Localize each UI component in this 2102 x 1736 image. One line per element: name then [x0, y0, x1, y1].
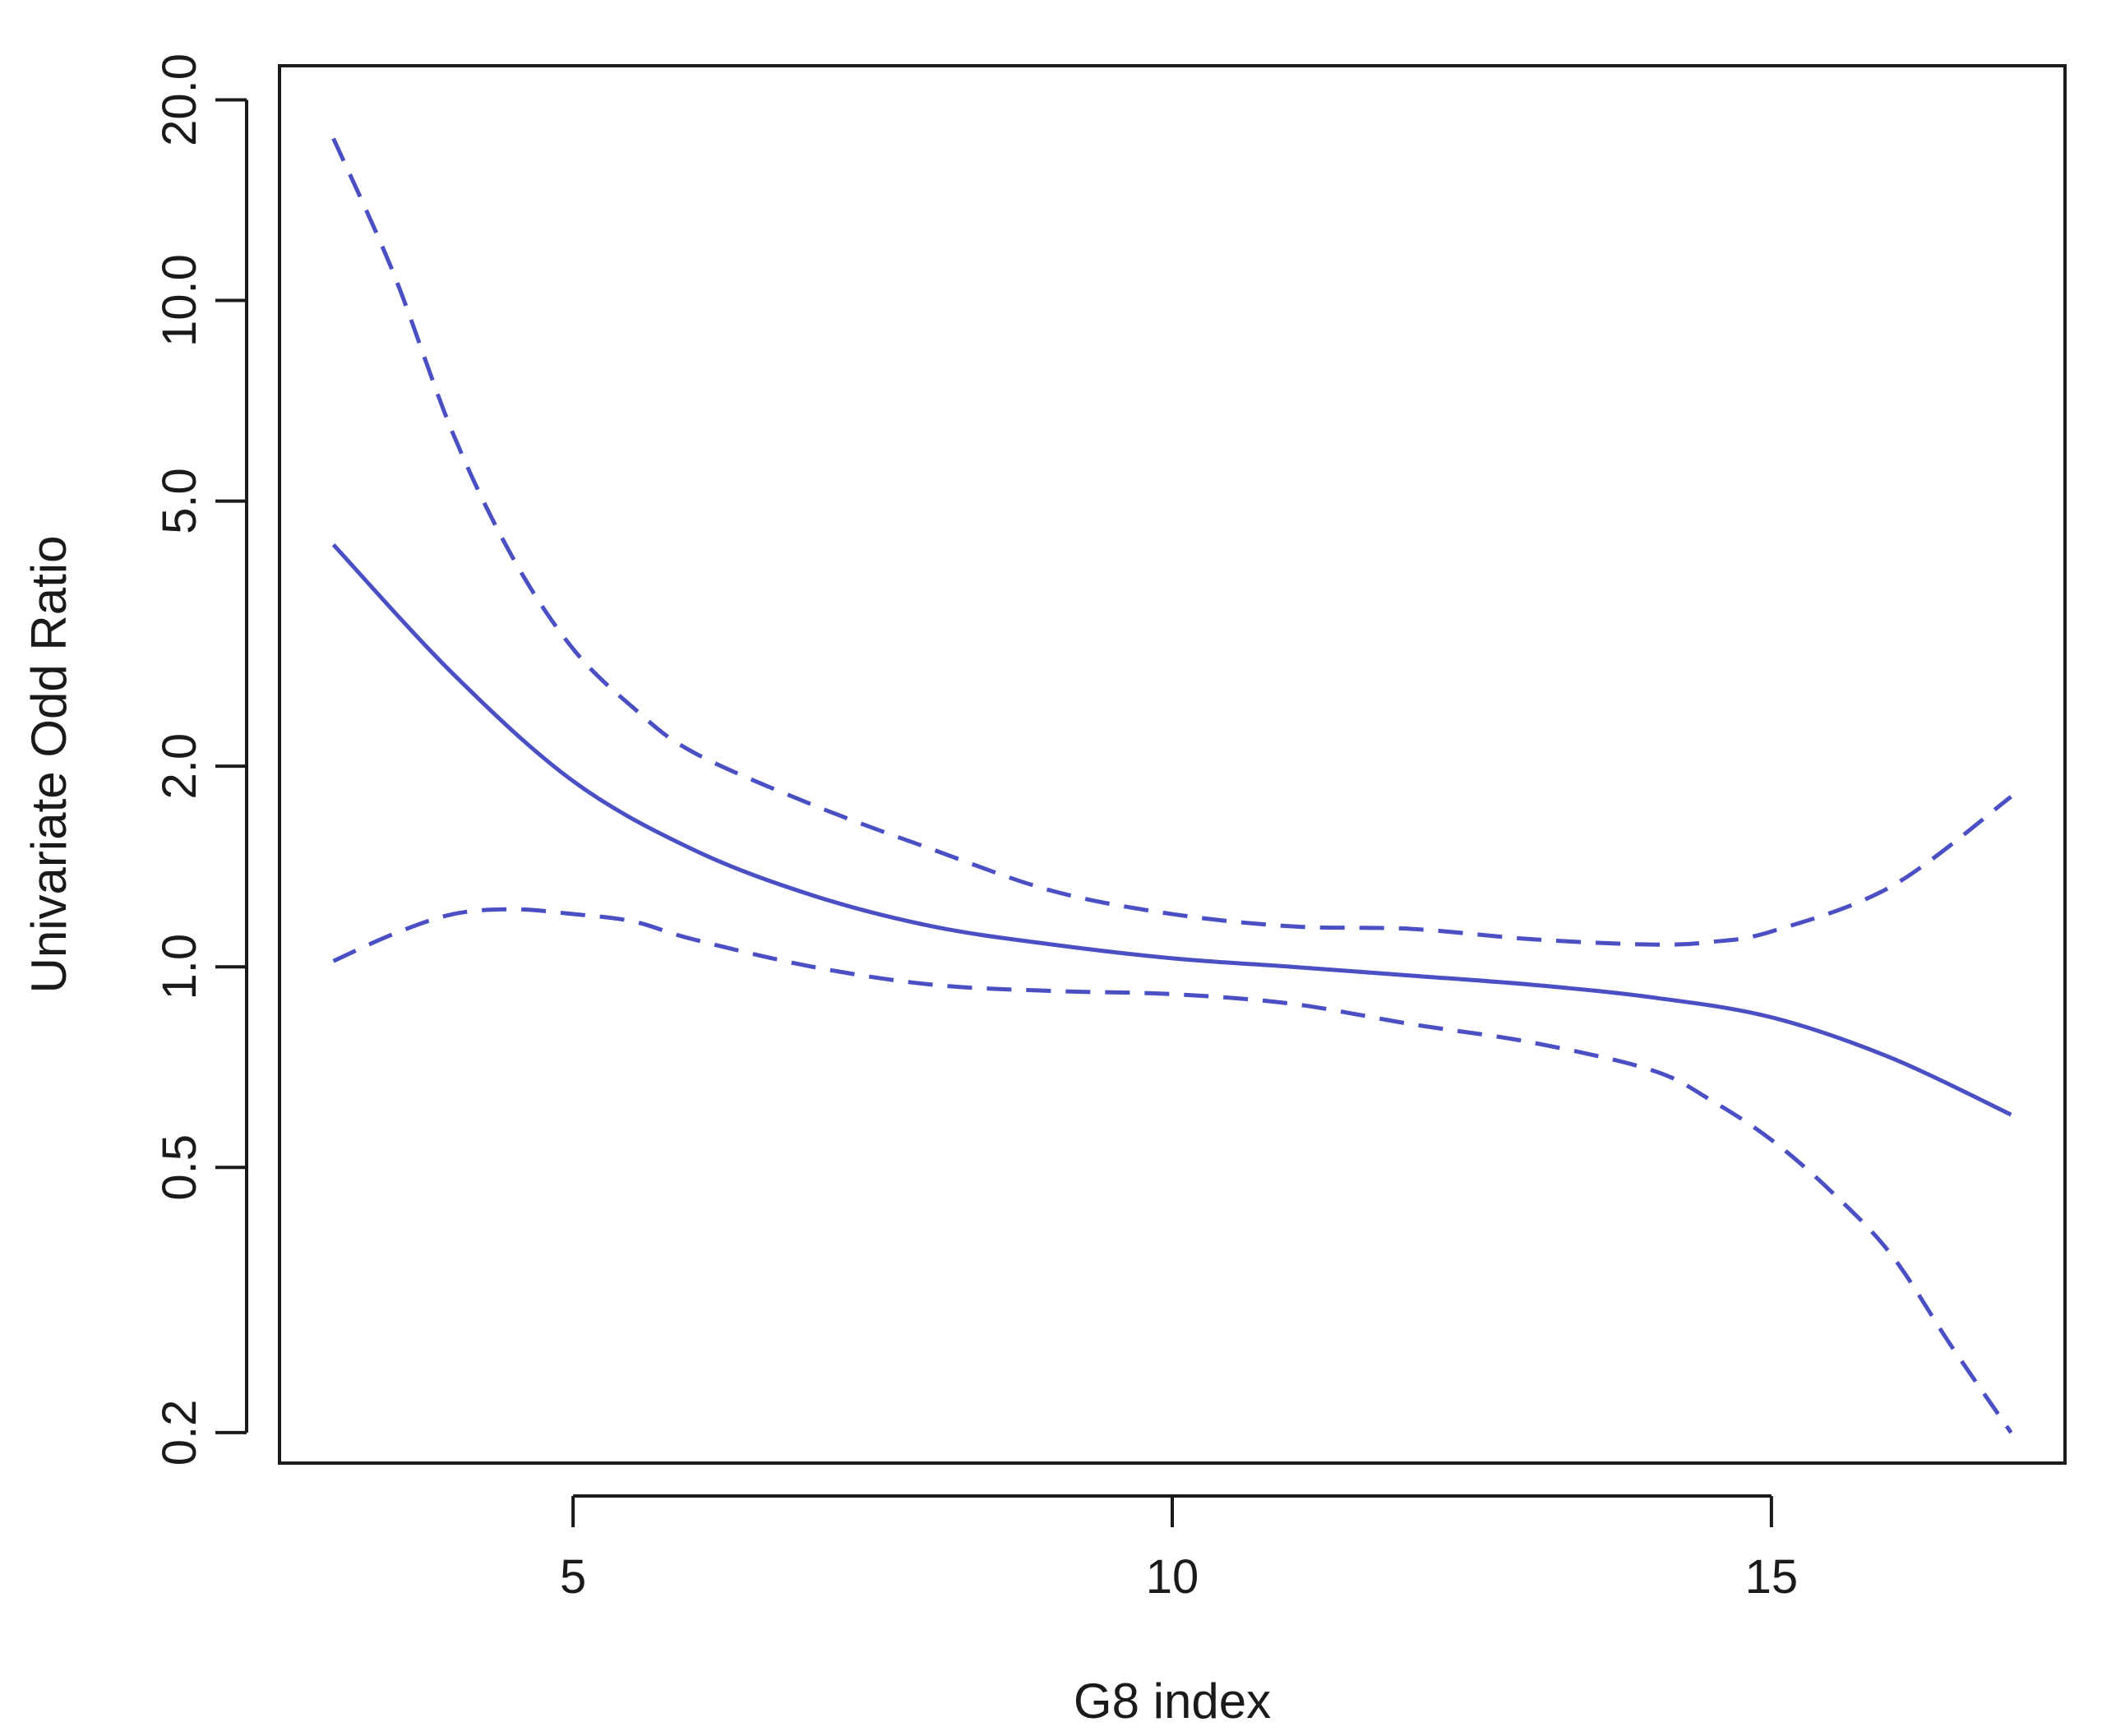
y-tick-label: 0.2 — [153, 1400, 206, 1466]
x-tick-label: 5 — [560, 1550, 586, 1604]
y-tick-label: 2.0 — [153, 733, 206, 800]
series-upper-line — [331, 137, 2012, 947]
y-tick-label: 20.0 — [153, 53, 206, 146]
y-tick-label: 1.0 — [153, 934, 206, 1000]
y-axis: 0.2 0.5 1.0 2.0 5.0 10.0 20.0 — [153, 53, 248, 1466]
x-axis: 5 10 15 — [560, 1494, 1799, 1604]
y-tick-label: 0.5 — [153, 1134, 206, 1201]
plot-frame — [278, 64, 2067, 1465]
x-tick-label: 15 — [1745, 1550, 1799, 1604]
series-lower-line — [332, 907, 2013, 1434]
y-tick-label: 5.0 — [153, 468, 206, 534]
series-estimate-line — [331, 542, 2012, 1117]
series-layer — [331, 137, 2013, 1434]
y-axis-label: Univariate Odd Ratio — [21, 536, 76, 994]
y-tick-label: 10.0 — [153, 254, 206, 347]
x-axis-label: G8 index — [1074, 1674, 1271, 1729]
x-tick-label: 10 — [1146, 1550, 1199, 1604]
